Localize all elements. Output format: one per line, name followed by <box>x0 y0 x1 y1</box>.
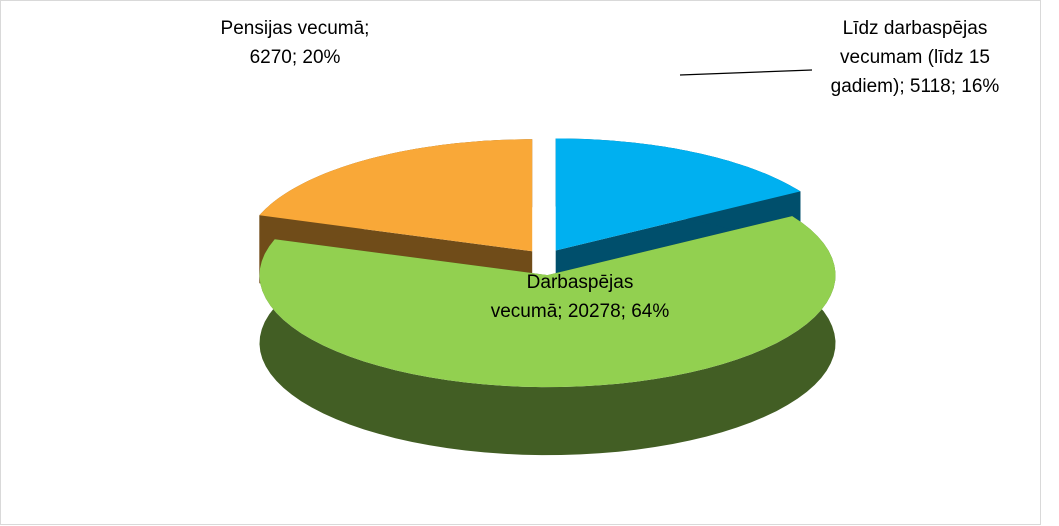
label-part: Līdz darbaspējas vecumam (līdz 15 gadiem… <box>830 18 990 97</box>
label-part: 16% <box>961 76 1000 97</box>
label-part: ; <box>899 76 910 97</box>
leader-line <box>679 69 813 76</box>
slice <box>259 216 836 388</box>
label-part: 20278 <box>567 301 621 322</box>
label-part: 20% <box>302 47 341 68</box>
data-label: Darbaspējas vecumā; 20278; 64% <box>490 268 670 326</box>
slices <box>259 138 836 456</box>
label-part: ; <box>291 47 303 68</box>
label-part: ; <box>620 301 632 322</box>
label-part: ; <box>950 76 962 97</box>
label-part: ; <box>364 18 370 39</box>
label-part: Pensijas vecumā <box>220 18 365 39</box>
slice <box>259 139 533 252</box>
data-label: Līdz darbaspējas vecumam (līdz 15 gadiem… <box>825 14 1005 101</box>
slice <box>555 138 801 251</box>
label-part: ; <box>557 301 568 322</box>
label-part: Darbaspējas vecumā <box>490 272 634 322</box>
data-label: Pensijas vecumā; 6270; 20% <box>195 14 395 72</box>
label-part: 6270 <box>249 47 292 68</box>
label-part: 64% <box>631 301 670 322</box>
slice-side <box>259 216 836 456</box>
label-part: 5118 <box>909 76 951 97</box>
